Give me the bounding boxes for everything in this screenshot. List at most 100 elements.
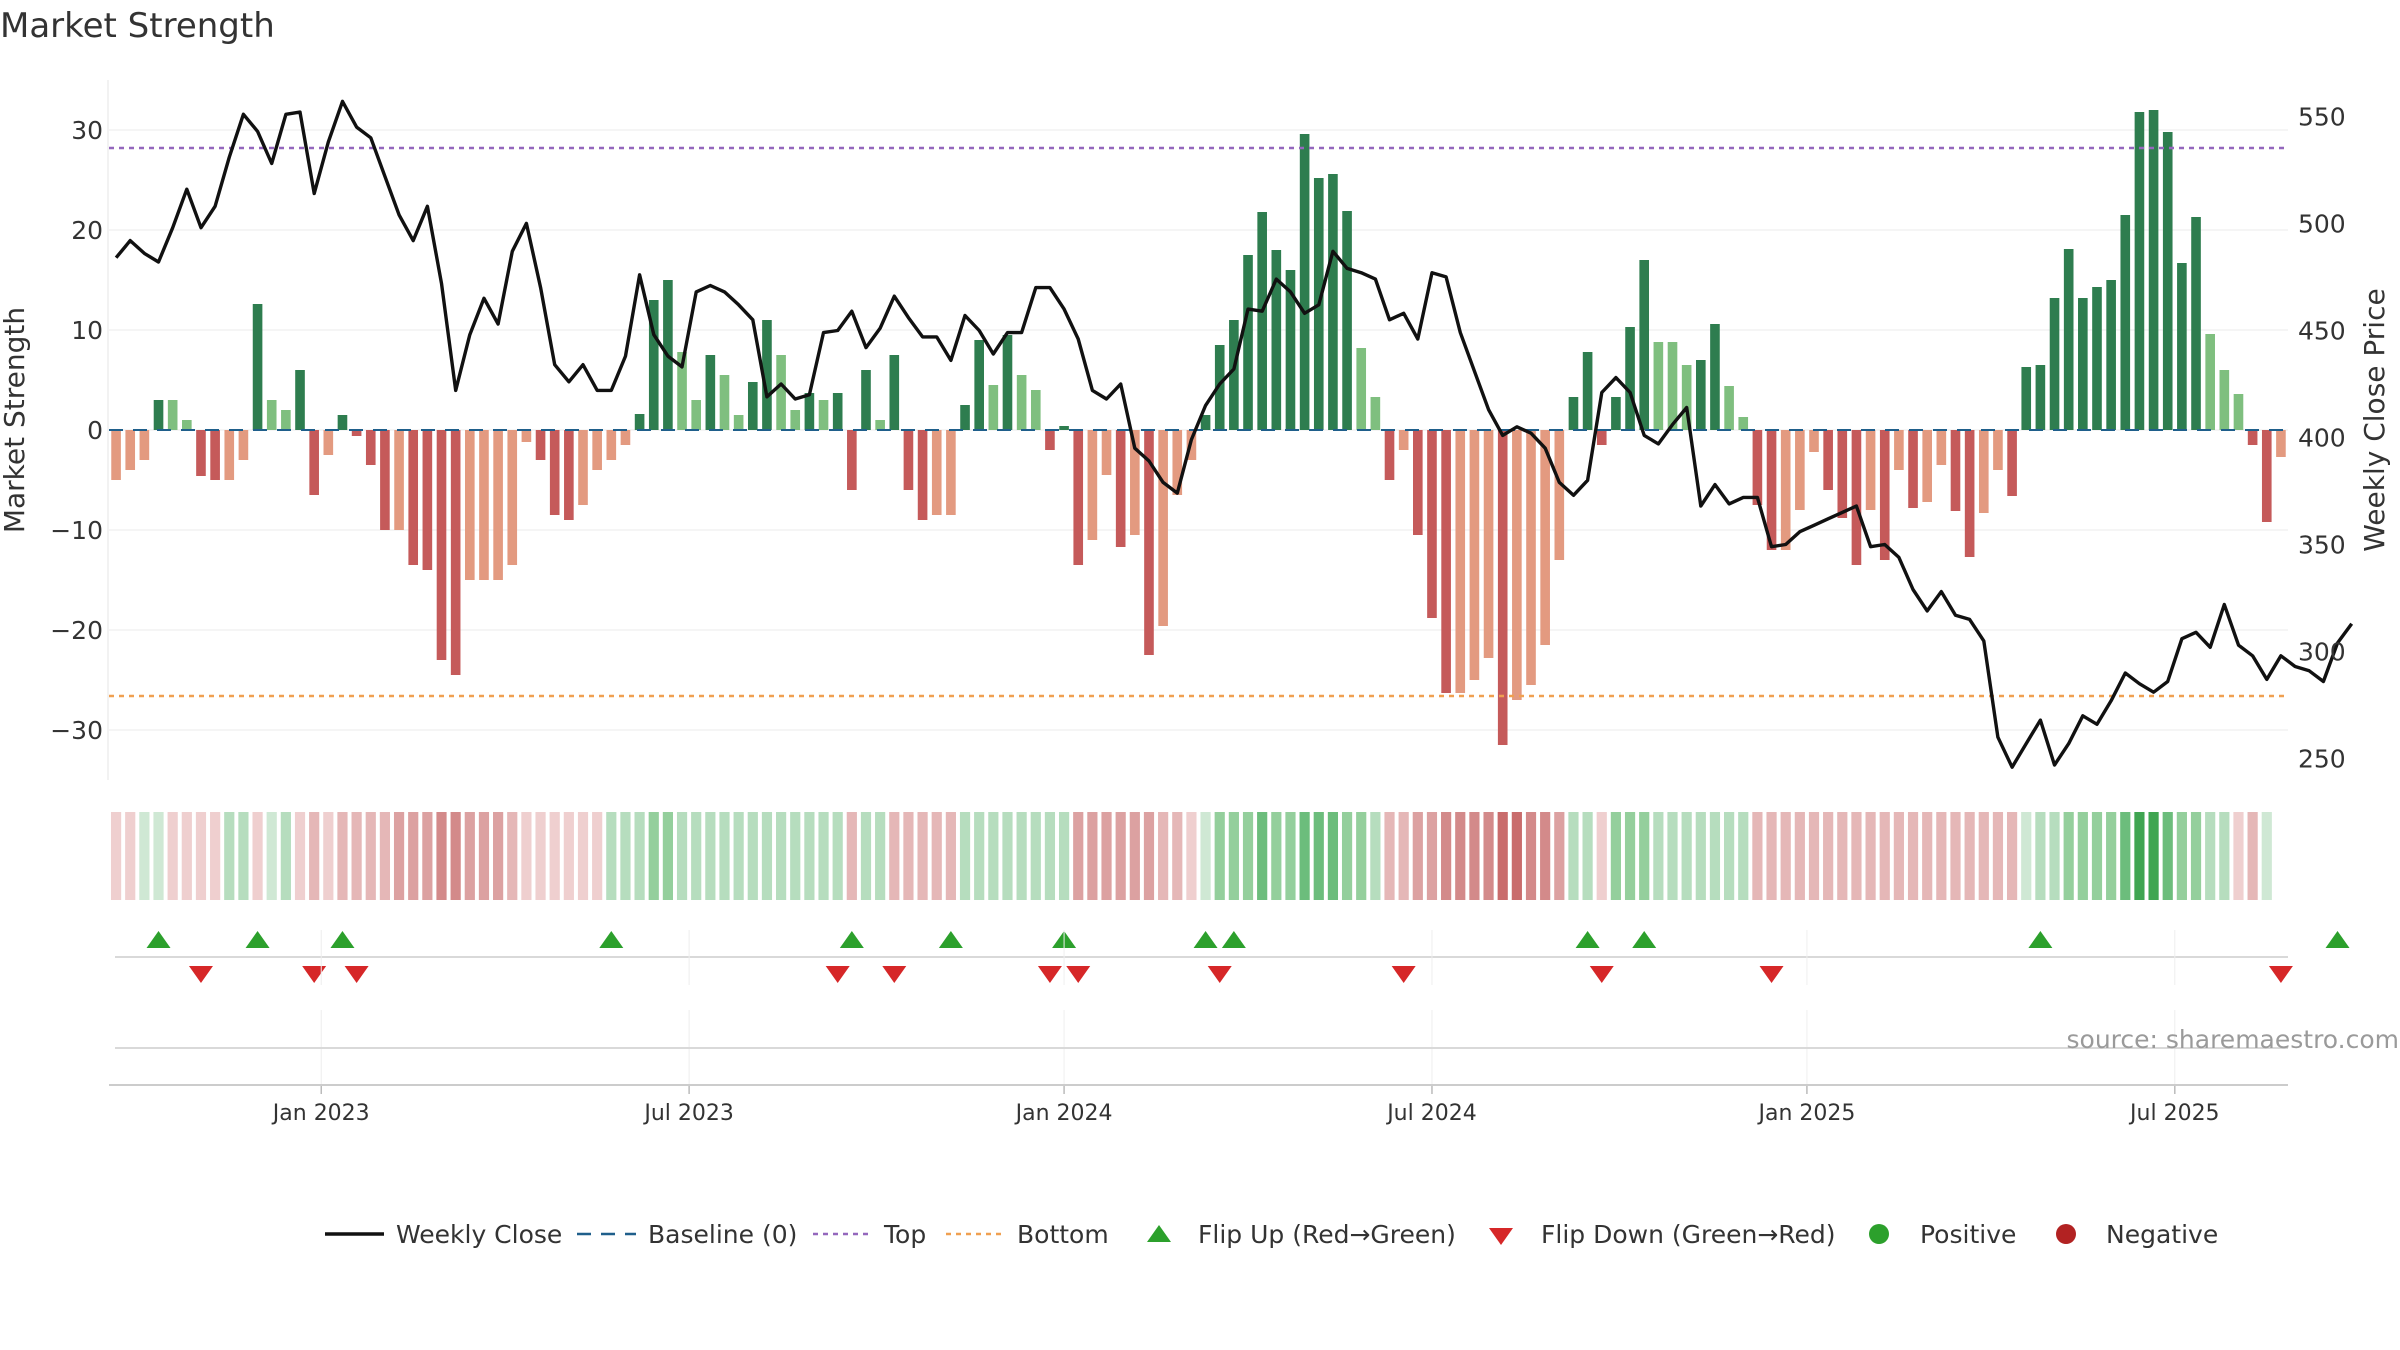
right-tick-label: 300	[2298, 638, 2346, 667]
strength-bar	[2078, 298, 2088, 430]
strip-cell	[1341, 812, 1353, 900]
strip-cell	[210, 812, 221, 900]
strip-cell	[1681, 812, 1692, 900]
strip-cell	[1709, 812, 1721, 900]
strip-cell	[1596, 812, 1607, 900]
strip-cell	[1823, 812, 1834, 900]
flip-up-marker	[2028, 931, 2053, 948]
strip-cell	[1907, 812, 1919, 900]
strength-bar	[365, 430, 376, 465]
left-tick-label: −20	[50, 616, 103, 645]
strength-bar	[1908, 430, 1918, 508]
strip-cell	[125, 812, 136, 900]
strength-bar	[917, 430, 928, 520]
strength-bars	[111, 110, 2286, 745]
strength-bar	[2021, 367, 2032, 430]
strip-cell	[1808, 812, 1820, 900]
strip-cell	[1893, 812, 1904, 900]
strip-cell	[903, 812, 914, 900]
strength-bar	[578, 430, 588, 505]
flip-up-marker	[2325, 931, 2350, 948]
right-axis-title: Weekly Close Price	[2358, 288, 2391, 551]
strip-cell	[309, 812, 320, 900]
strip-cell	[1129, 812, 1140, 900]
left-tick-label: 10	[71, 316, 103, 345]
strength-bar	[1271, 250, 1282, 430]
flip-down-marker	[825, 966, 850, 983]
strip-cell	[195, 812, 207, 900]
strength-bar	[2007, 430, 2017, 496]
strength-bar	[1214, 345, 1225, 430]
strength-bar	[592, 430, 602, 470]
legend-positive-label: Positive	[1920, 1220, 2016, 1249]
strength-bar	[2219, 370, 2230, 430]
strength-bar	[380, 430, 390, 530]
strip-cell	[1851, 812, 1862, 900]
strength-bar	[1342, 211, 1352, 430]
strip-cell	[1540, 812, 1551, 900]
strip-cell	[1441, 812, 1452, 900]
strip-cell	[1950, 812, 1961, 900]
strip-cell	[323, 812, 334, 900]
flip-up-marker	[1575, 931, 1600, 948]
strip-cell	[1200, 812, 1211, 900]
strength-bar	[648, 300, 659, 430]
strength-bar	[1413, 430, 1423, 535]
strength-bar	[1823, 430, 1833, 490]
flip-up-marker	[599, 931, 624, 948]
strip-cell	[507, 812, 518, 900]
left-tick-label: −30	[50, 716, 103, 745]
strip-cell	[224, 812, 235, 900]
strength-bar	[889, 355, 900, 430]
strength-bar	[1526, 430, 1536, 685]
strip-cell	[1228, 812, 1239, 900]
strength-bar	[634, 414, 645, 430]
strength-bar	[337, 415, 348, 430]
strip-cell	[974, 812, 985, 900]
left-axis-title: Market Strength	[0, 307, 31, 533]
strip-cell	[662, 812, 673, 900]
strength-bar	[1200, 415, 1211, 430]
strip-cell	[846, 812, 857, 900]
strength-bar	[549, 430, 560, 515]
strip-cell	[832, 812, 843, 900]
strip-cell	[493, 812, 504, 900]
strip-cell	[1865, 812, 1876, 900]
source-label: source: sharemaestro.com	[2067, 1025, 2400, 1054]
strength-bar	[153, 400, 164, 430]
strip-cell	[606, 812, 617, 900]
strength-bar	[1639, 260, 1650, 430]
strength-bar	[1045, 430, 1055, 450]
strength-bar	[507, 430, 518, 565]
strip-cell	[365, 812, 376, 900]
flip-down-marker	[1589, 966, 1614, 983]
strip-cell	[1356, 812, 1367, 900]
strength-bar	[1087, 430, 1098, 540]
strength-bar	[1795, 430, 1805, 510]
strip-cell	[945, 812, 956, 900]
strength-bar	[1964, 430, 1975, 557]
strip-cell	[521, 812, 532, 900]
strength-bar	[1016, 375, 1027, 430]
strip-cell	[2148, 812, 2159, 900]
strength-bar	[946, 430, 956, 515]
strength-bar	[1483, 430, 1494, 658]
strip-cell	[1922, 812, 1933, 900]
strip-cell	[1610, 812, 1621, 900]
strength-bar	[2092, 287, 2102, 430]
strength-bar	[2049, 298, 2060, 430]
strip-cell	[2063, 812, 2074, 900]
strength-bar	[281, 410, 291, 430]
strip-cell	[1511, 812, 1522, 900]
strip-cell	[238, 812, 249, 900]
strip-cell	[167, 812, 178, 900]
strength-bar	[1894, 430, 1904, 470]
strip-cell	[776, 812, 787, 900]
left-axis: 30 20 10 0 −10 −20 −30	[50, 116, 103, 745]
strip-cell	[691, 812, 702, 900]
strip-cell	[1964, 812, 1975, 900]
flip-markers-panel	[115, 931, 2350, 983]
strength-bar	[733, 415, 744, 430]
legend-flip-down-label: Flip Down (Green→Red)	[1541, 1220, 1836, 1249]
strength-bar	[224, 430, 235, 480]
